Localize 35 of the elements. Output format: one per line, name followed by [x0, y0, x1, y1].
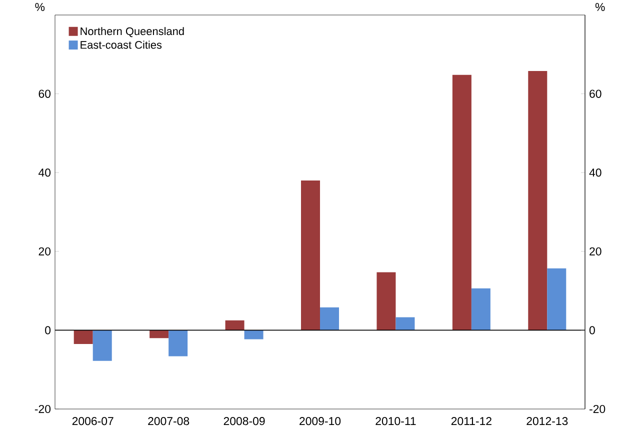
legend-label: East-coast Cities — [80, 40, 162, 49]
bar — [320, 307, 340, 330]
x-tick-label: 2008-09 — [224, 417, 265, 426]
bar — [92, 330, 112, 361]
legend-label: Northern Queensland — [80, 27, 184, 38]
x-tick-label: 2009-10 — [300, 417, 341, 426]
x-tick-label: 2012-13 — [526, 417, 568, 426]
bar — [225, 320, 244, 330]
bar — [150, 330, 169, 338]
y2-tick-label: 20 — [590, 247, 602, 256]
y-tick-label: -20 — [34, 404, 51, 414]
y-tick-label: 20 — [38, 247, 51, 256]
bar — [168, 330, 188, 356]
bar — [471, 288, 490, 330]
x-tick-label: 2010-11 — [376, 417, 416, 426]
bar — [301, 180, 320, 330]
bar — [376, 272, 396, 330]
y2-tick-label: 60 — [590, 90, 602, 98]
y-axis-title: % — [35, 2, 45, 11]
bar — [396, 317, 415, 330]
y2-tick-label: 0 — [589, 326, 595, 334]
bar — [547, 268, 566, 330]
y-tick-label: 60 — [38, 90, 51, 98]
y-tick-label: 0 — [45, 326, 51, 334]
bar — [452, 74, 472, 330]
y2-tick-label: -20 — [590, 404, 606, 414]
bar — [244, 330, 264, 340]
x-tick-label: 2011-12 — [451, 417, 492, 426]
y2-tick-label: 40 — [589, 168, 602, 177]
bar — [528, 70, 548, 330]
y-tick-label: 40 — [38, 168, 51, 177]
x-tick-label: 2007-08 — [148, 417, 190, 426]
y2-axis-title: % — [595, 2, 605, 11]
x-tick-label: 2006-07 — [72, 417, 114, 426]
bar — [74, 330, 93, 344]
